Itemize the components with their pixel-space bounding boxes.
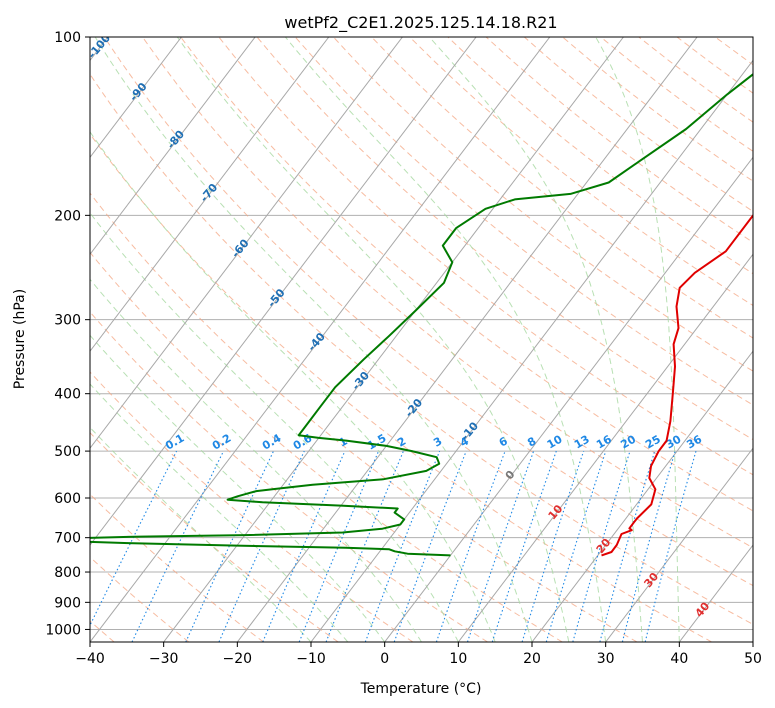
x-tick-label: 30 [597, 651, 615, 667]
x-tick-label: 50 [744, 651, 762, 667]
y-tick-label: 500 [54, 444, 81, 460]
x-tick-label: 40 [670, 651, 688, 667]
x-tick-label: −20 [223, 651, 253, 667]
axes: −40 −30 −20 −10 0 10 20 30 40 50 100 200 300 400 500 60… [45, 30, 762, 667]
dry-adiabat-line [90, 251, 563, 642]
mixing-ratio-line [644, 450, 697, 642]
y-tick-label: 1000 [45, 622, 81, 638]
temperature-profile [601, 213, 753, 557]
mixing-ratio-line [218, 450, 305, 642]
x-tick-label: 0 [380, 651, 389, 667]
moist-adiabat-line [90, 131, 496, 642]
isotherm-line [90, 37, 330, 353]
x-tick-label: 20 [523, 651, 541, 667]
isotherm-line [457, 253, 753, 642]
mixing-ratio-line [466, 450, 535, 642]
isotherm-line [531, 350, 753, 642]
moist-adiabat-line [285, 37, 607, 642]
isotherm-line [90, 37, 403, 449]
mixing-ratio-line [364, 450, 441, 642]
dry-adiabat-line [294, 37, 753, 406]
moist-adiabat-line [428, 37, 643, 642]
mixing-ratio-line [325, 450, 404, 642]
mixing-ratio-line [90, 450, 178, 627]
mixing-ratio-line [298, 450, 380, 642]
mixing-ratio-line [393, 450, 467, 642]
isotherm-line [752, 641, 753, 642]
dry-adiabat-line [333, 37, 753, 372]
plot-frame [89, 36, 754, 643]
isotherm-line [90, 37, 551, 642]
profile-series [90, 73, 753, 557]
mixing-ratio-line [599, 450, 656, 642]
dry-adiabat-line [90, 73, 753, 625]
y-tick-label: 100 [54, 30, 81, 46]
dry-adiabat-line [90, 371, 414, 642]
moist-adiabat-line [90, 212, 459, 642]
dry-adiabat-line [753, 37, 775, 642]
x-tick-label: 10 [449, 651, 467, 667]
plot-background [90, 37, 753, 642]
mixing-ratio-line [572, 450, 631, 642]
moist-adiabat-line [94, 37, 533, 642]
moist-adiabat-line [90, 334, 386, 642]
isotherm-line [236, 37, 698, 642]
moist-adiabat-line [595, 37, 680, 642]
dewpoint-profile [90, 73, 753, 557]
isotherm-line [90, 37, 256, 256]
isotherm-line [310, 59, 753, 642]
y-tick-label: 600 [54, 491, 81, 507]
isotherm-line [163, 37, 624, 642]
y-tick-label: 800 [54, 565, 81, 581]
dry-adiabat-line [90, 556, 190, 642]
x-axis-label: Temperature (°C) [360, 681, 482, 697]
moist-adiabat-line [176, 37, 570, 642]
chart-title: wetPf2_C2E1.2025.125.14.18.R21 [284, 13, 557, 33]
x-tick-label: −40 [75, 651, 105, 667]
y-tick-label: 400 [54, 387, 81, 403]
dry-adiabat-line [90, 192, 638, 642]
isotherm-line [384, 156, 753, 642]
moist-adiabat-line [90, 426, 312, 642]
mixing-ratio-line [521, 450, 585, 642]
y-tick-label: 900 [54, 595, 81, 611]
mixing-ratio-line [545, 450, 607, 642]
dry-adiabat-line [256, 37, 753, 441]
isotherm-line [605, 447, 753, 642]
y-tick-label: 700 [54, 531, 81, 547]
background-lines [90, 37, 775, 642]
mixing-ratio-line [435, 450, 506, 642]
y-axis-label: Pressure (hPa) [12, 289, 28, 389]
x-tick-label: −10 [296, 651, 326, 667]
mixing-ratio-line [491, 450, 557, 642]
x-tick-label: −30 [149, 651, 179, 667]
mixing-ratio-line [262, 450, 346, 642]
y-tick-label: 300 [54, 313, 81, 329]
isotherm-line [90, 37, 182, 159]
y-tick-label: 200 [54, 208, 81, 224]
dry-adiabat-line [90, 431, 339, 642]
mixing-ratio-line [621, 450, 676, 642]
